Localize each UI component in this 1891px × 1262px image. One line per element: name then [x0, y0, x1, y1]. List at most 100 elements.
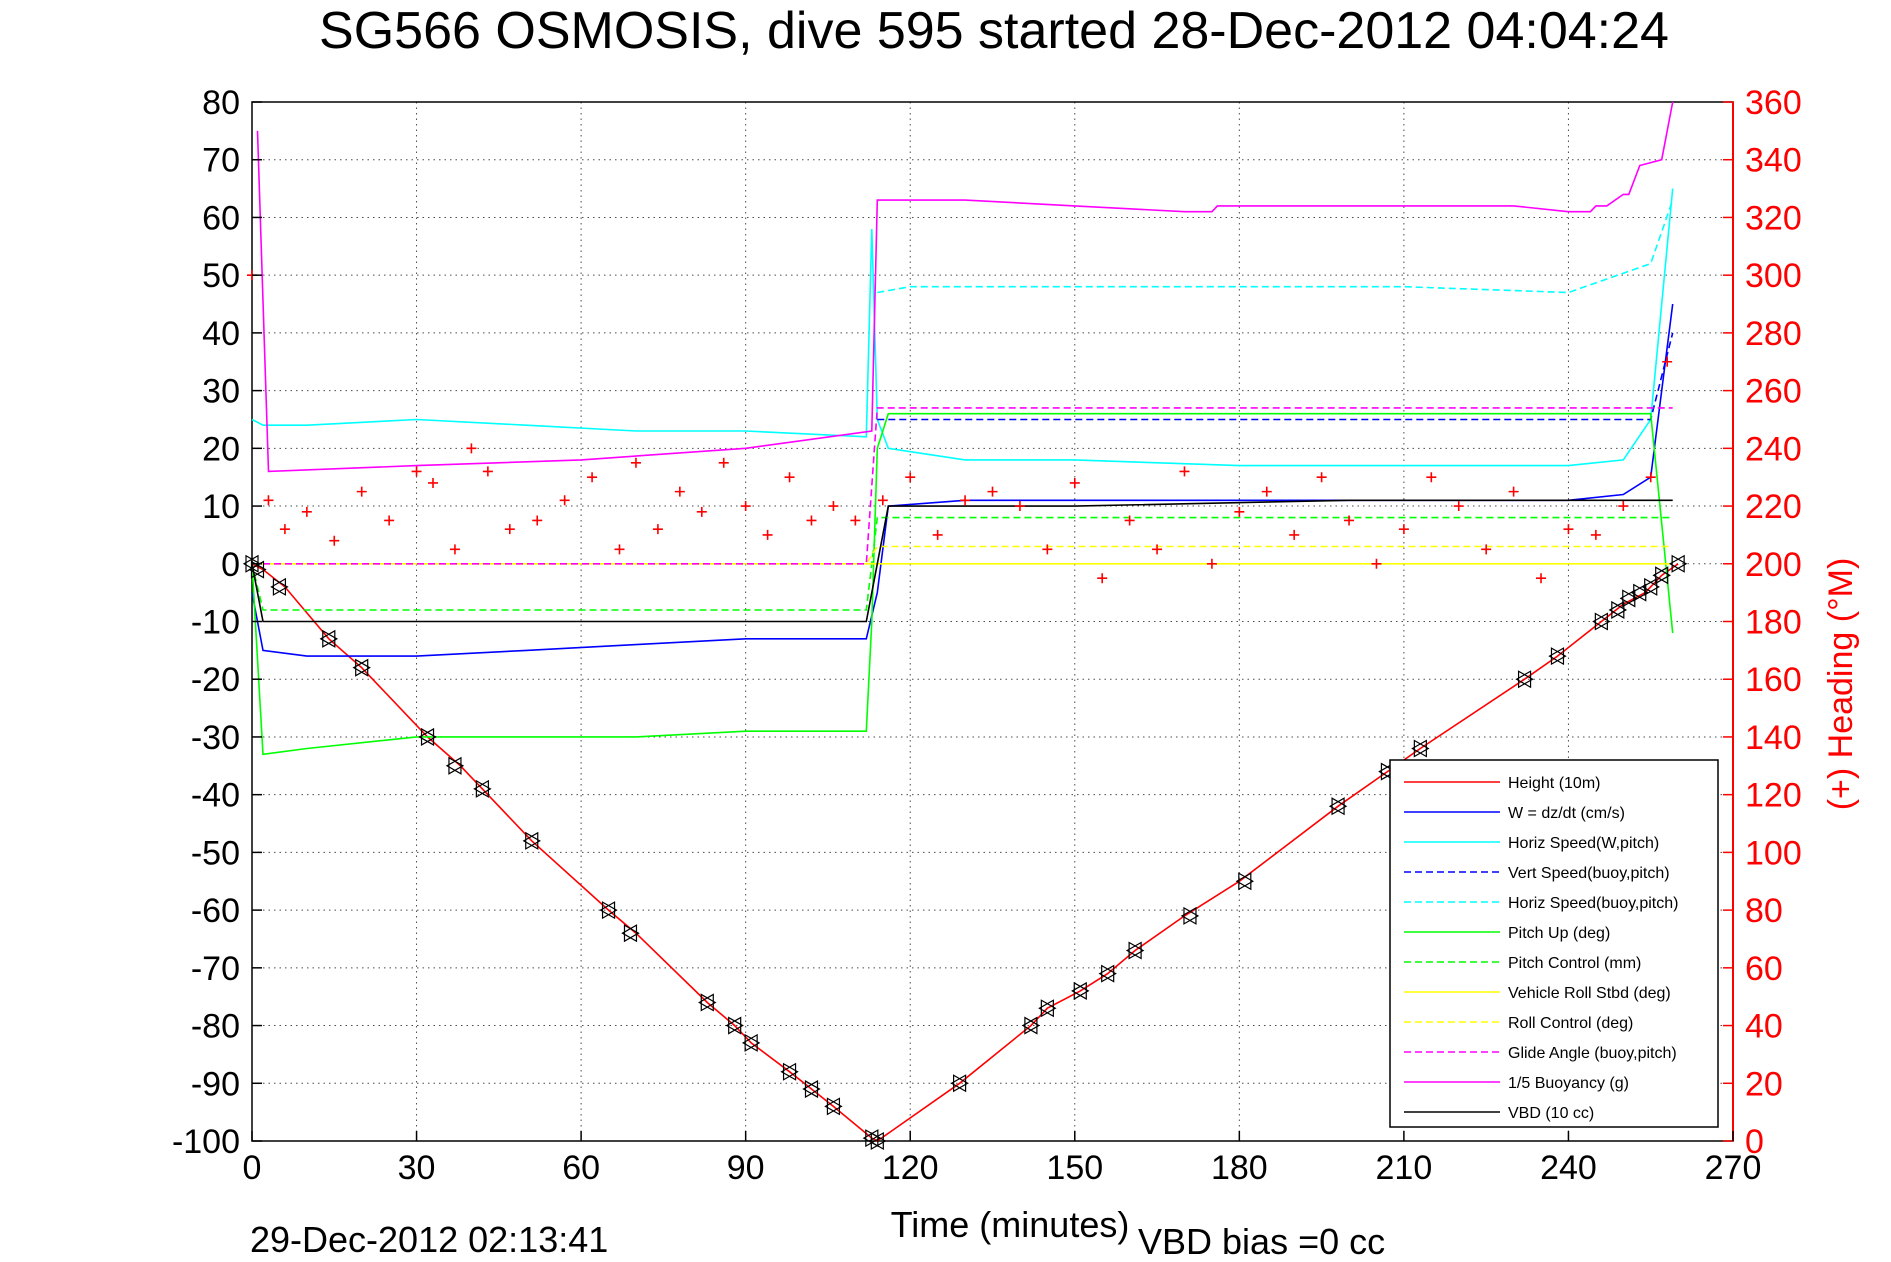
x-axis: 0 30 60 90 120 150 180 210 240 270	[243, 1131, 1762, 1187]
heading-point	[1536, 573, 1547, 584]
y-left-tick-label: -20	[191, 661, 240, 699]
depth-marker	[1411, 739, 1430, 758]
legend-label: Horiz Speed(buoy,pitch)	[1508, 895, 1678, 912]
depth-markers	[242, 554, 1688, 1151]
y-right-tick-label: 240	[1745, 430, 1802, 468]
y-axis-left: 80 70 60 50 40 30 20 10 0 -10 -20 -30 -40 -50 -60 -70 -8…	[172, 84, 262, 1161]
depth-marker	[1098, 964, 1117, 983]
y-left-tick-label: -100	[172, 1123, 240, 1161]
heading-point	[718, 457, 729, 468]
heading-point	[932, 529, 943, 540]
depth-marker	[418, 727, 437, 746]
x-tick-label: 60	[562, 1149, 600, 1187]
depth-marker	[1125, 941, 1145, 960]
depth-marker	[1619, 589, 1638, 608]
y-left-tick-label: 70	[202, 142, 240, 180]
y-left-tick-label: 0	[221, 546, 240, 584]
heading-point	[1481, 544, 1492, 555]
heading-point	[1234, 506, 1245, 517]
legend-label: Horiz Speed(W,pitch)	[1508, 835, 1659, 852]
depth-marker	[1652, 566, 1671, 585]
depth-marker	[352, 658, 371, 677]
legend-label: W = dz/dt (cm/s)	[1508, 805, 1625, 822]
series-line-10	[256, 101, 1674, 473]
x-tick-label: 120	[882, 1149, 939, 1187]
depth-marker	[522, 831, 541, 850]
series-line-9	[252, 407, 1673, 565]
y-left-tick-label: -50	[191, 834, 240, 872]
series-line-1	[251, 303, 1674, 657]
heading-point	[428, 477, 439, 488]
x-tick-label: 0	[243, 1149, 262, 1187]
heading-point	[1371, 558, 1382, 569]
legend-label: Pitch Control (mm)	[1508, 955, 1641, 972]
depth-marker	[950, 1074, 969, 1093]
heading-point	[1662, 356, 1673, 367]
depth-marker	[1038, 999, 1057, 1018]
depth-marker	[802, 1080, 821, 1099]
heading-point	[1206, 558, 1217, 569]
heading-point	[356, 486, 367, 497]
heading-point	[329, 535, 340, 546]
heading-point	[828, 501, 839, 512]
heading-point	[1590, 529, 1601, 540]
depth-marker	[319, 629, 339, 648]
heading-point	[482, 466, 493, 477]
y-left-tick-label: -30	[191, 719, 240, 757]
heading-point	[1398, 524, 1409, 535]
y-right-tick-label: 200	[1745, 546, 1802, 584]
heading-point	[279, 524, 290, 535]
x-axis-label: Time (minutes)	[891, 1204, 1130, 1245]
heading-point	[806, 515, 817, 526]
y-left-tick-label: -40	[191, 777, 240, 815]
heading-point	[1152, 544, 1163, 555]
series-line-11	[251, 499, 1673, 623]
y-right-tick-label: 260	[1745, 373, 1802, 411]
series-line-3	[877, 332, 1674, 421]
depth-marker	[1021, 1016, 1041, 1035]
x-tick-label: 240	[1540, 1149, 1597, 1187]
y-right-tick-label: 160	[1745, 661, 1802, 699]
y-right-tick-label: 220	[1745, 488, 1802, 526]
y-right-tick-label: 180	[1745, 604, 1802, 642]
heading-point	[1042, 544, 1053, 555]
depth-marker	[1328, 797, 1348, 816]
legend-label: Vert Speed(buoy,pitch)	[1508, 865, 1670, 882]
heading-point	[466, 443, 477, 454]
y-right-tick-label: 360	[1745, 84, 1802, 122]
legend-box	[1389, 759, 1719, 1128]
legend-label: Vehicle Roll Stbd (deg)	[1508, 985, 1671, 1002]
y-left-tick-label: -90	[191, 1065, 240, 1103]
y-right-tick-label: 120	[1745, 777, 1802, 815]
depth-marker	[1515, 670, 1534, 689]
depth-marker	[445, 756, 465, 775]
depth-marker	[1630, 583, 1649, 602]
heading-point	[1261, 486, 1272, 497]
heading-point	[301, 506, 312, 517]
heading-point	[1563, 524, 1574, 535]
heading-point	[696, 506, 707, 517]
x-tick-label: 150	[1046, 1149, 1103, 1187]
depth-marker	[1235, 872, 1255, 891]
heading-point	[1124, 515, 1135, 526]
depth-marker	[270, 577, 289, 596]
heading-point	[1426, 472, 1437, 483]
heading-point	[1508, 486, 1519, 497]
y-left-tick-label: 80	[202, 84, 240, 122]
x-tick-label: 90	[727, 1149, 765, 1187]
depth-marker	[1641, 577, 1660, 596]
y-right-tick-label: 60	[1745, 950, 1783, 988]
heading-point	[614, 544, 625, 555]
heading-point	[1289, 529, 1300, 540]
x-tick-label: 180	[1211, 1149, 1268, 1187]
heading-point	[559, 495, 570, 506]
vbd-bias-label: VBD bias =0 cc	[1138, 1221, 1385, 1262]
heading-point	[877, 495, 888, 506]
y-right-tick-label: 20	[1745, 1065, 1783, 1103]
y-left-tick-label: 30	[202, 373, 240, 411]
depth-marker	[621, 924, 640, 943]
x-tick-label: 270	[1705, 1149, 1762, 1187]
y-left-tick-label: 50	[202, 257, 240, 295]
depth-marker	[1592, 612, 1611, 631]
